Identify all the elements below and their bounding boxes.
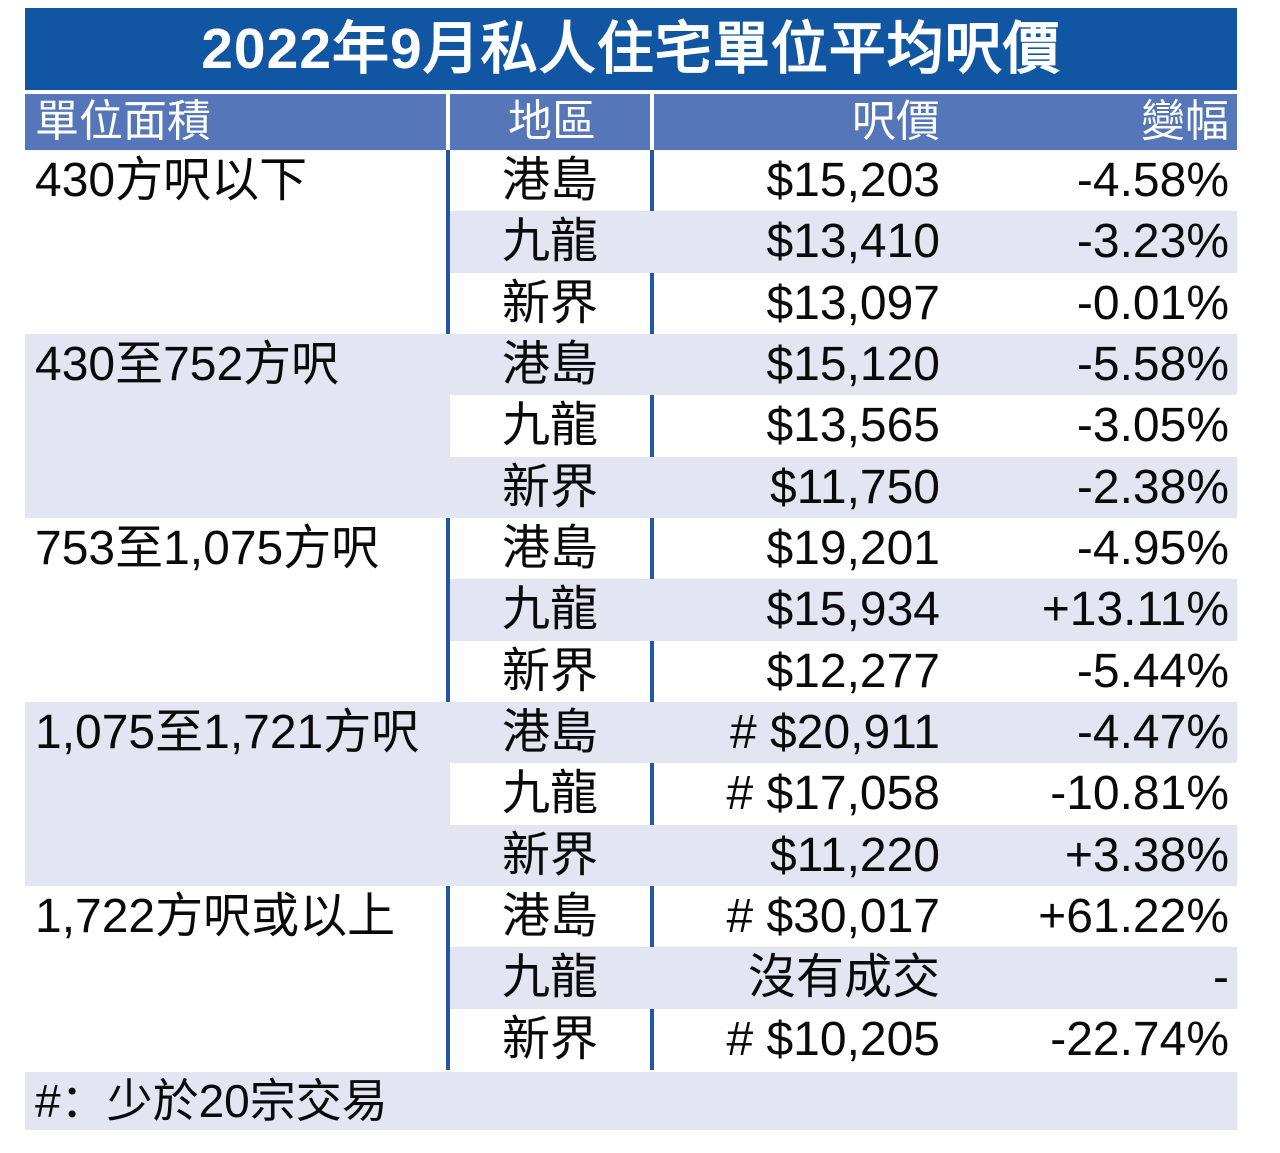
- column-divider-2-header: [650, 94, 654, 150]
- table-row: 九龍 $13,410 -3.23%: [450, 211, 1237, 273]
- price-cell: # $17,058: [726, 767, 940, 821]
- change-cell: +3.38%: [1064, 828, 1229, 882]
- change-cell: -: [1213, 951, 1229, 1005]
- change-cell: -22.74%: [1050, 1012, 1229, 1066]
- table-row: 九龍 $15,934 +13.11%: [450, 579, 1237, 641]
- district-cell: 新界: [501, 460, 598, 514]
- table-title: 2022年9月私人住宅單位平均呎價: [25, 8, 1237, 90]
- district-cell: 新界: [501, 1012, 598, 1066]
- change-cell: -10.81%: [1050, 767, 1229, 821]
- unit-area-column: 430方呎以下 430至752方呎 753至1,075方呎 1,075至1,72…: [25, 150, 450, 1070]
- price-cell: $15,934: [766, 583, 940, 637]
- change-cell: -3.05%: [1076, 399, 1229, 453]
- change-cell: -5.44%: [1076, 644, 1229, 698]
- column-divider-1-header: [446, 94, 450, 150]
- table-row: 港島 # $20,911 -4.47%: [450, 701, 1237, 764]
- group-label: 430方呎以下: [35, 154, 308, 207]
- price-cell: $13,410: [766, 215, 940, 269]
- table-row: 新界 $11,220 +3.38%: [450, 824, 1237, 886]
- group-label: 753至1,075方呎: [35, 522, 380, 575]
- price-cell: $11,220: [770, 828, 940, 882]
- table-row: 港島 $15,203 -4.58%: [450, 150, 1237, 211]
- data-rows: 港島 $15,203 -4.58% 九龍 $13,410 -3.23% 新界 $…: [450, 150, 1237, 1070]
- price-cell: $11,750: [770, 460, 940, 514]
- table-row: 港島 # $30,017 +61.22%: [450, 886, 1237, 947]
- change-cell: +13.11%: [1041, 583, 1229, 637]
- district-cell: 港島: [501, 337, 598, 391]
- change-cell: -0.01%: [1076, 276, 1229, 330]
- change-cell: -5.58%: [1076, 337, 1229, 391]
- district-cell: 九龍: [501, 951, 598, 1005]
- table-row: 新界 $11,750 -2.38%: [450, 456, 1237, 518]
- change-cell: -2.38%: [1076, 460, 1229, 514]
- table-row: 九龍 $13,565 -3.05%: [450, 395, 1237, 456]
- price-table: 2022年9月私人住宅單位平均呎價 單位面積 地區 呎價 變幅 430方呎以下 …: [25, 8, 1237, 1130]
- table-row: 九龍 沒有成交 -: [450, 947, 1237, 1009]
- table-row: 港島 $15,120 -5.58%: [450, 333, 1237, 396]
- price-cell: $13,097: [766, 276, 940, 330]
- group-label: 1,075至1,721方呎: [25, 702, 450, 886]
- price-cell: # $30,017: [726, 889, 940, 943]
- table-row: 新界 # $10,205 -22.74%: [450, 1009, 1237, 1070]
- table-header: 單位面積 地區 呎價 變幅: [25, 94, 1237, 150]
- district-cell: 新界: [501, 828, 598, 882]
- change-cell: -4.58%: [1076, 154, 1229, 207]
- price-cell: # $10,205: [726, 1012, 940, 1066]
- district-cell: 港島: [501, 705, 598, 759]
- price-cell: 沒有成交: [747, 951, 940, 1005]
- footnote: #：少於20宗交易: [25, 1072, 1237, 1130]
- price-cell: $15,120: [766, 337, 940, 391]
- price-cell: $12,277: [766, 644, 940, 698]
- price-cell: $13,565: [766, 399, 940, 453]
- group-label: 1,722方呎或以上: [35, 890, 396, 943]
- header-unit-area: 單位面積: [35, 97, 211, 146]
- header-change: 變幅: [1141, 97, 1229, 146]
- district-cell: 九龍: [501, 767, 598, 821]
- district-cell: 港島: [501, 521, 598, 575]
- district-cell: 港島: [501, 889, 598, 943]
- price-cell: $15,203: [766, 154, 940, 207]
- change-cell: -4.47%: [1076, 705, 1229, 759]
- change-cell: -3.23%: [1076, 215, 1229, 269]
- district-cell: 新界: [501, 276, 598, 330]
- table-row: 港島 $19,201 -4.95%: [450, 518, 1237, 579]
- district-cell: 九龍: [501, 215, 598, 269]
- change-cell: -4.95%: [1076, 521, 1229, 575]
- table-row: 九龍 # $17,058 -10.81%: [450, 763, 1237, 824]
- group-label: 430至752方呎: [25, 334, 450, 518]
- district-cell: 港島: [501, 154, 598, 207]
- district-cell: 九龍: [501, 399, 598, 453]
- district-cell: 新界: [501, 644, 598, 698]
- change-cell: +61.22%: [1038, 889, 1229, 943]
- column-divider-1-body: [446, 150, 450, 1070]
- price-cell: # $20,911: [730, 705, 940, 759]
- header-district: 地區: [508, 97, 596, 146]
- header-price: 呎價: [852, 97, 940, 146]
- table-row: 新界 $12,277 -5.44%: [450, 641, 1237, 702]
- table-row: 新界 $13,097 -0.01%: [450, 273, 1237, 334]
- district-cell: 九龍: [501, 583, 598, 637]
- price-cell: $19,201: [766, 521, 940, 575]
